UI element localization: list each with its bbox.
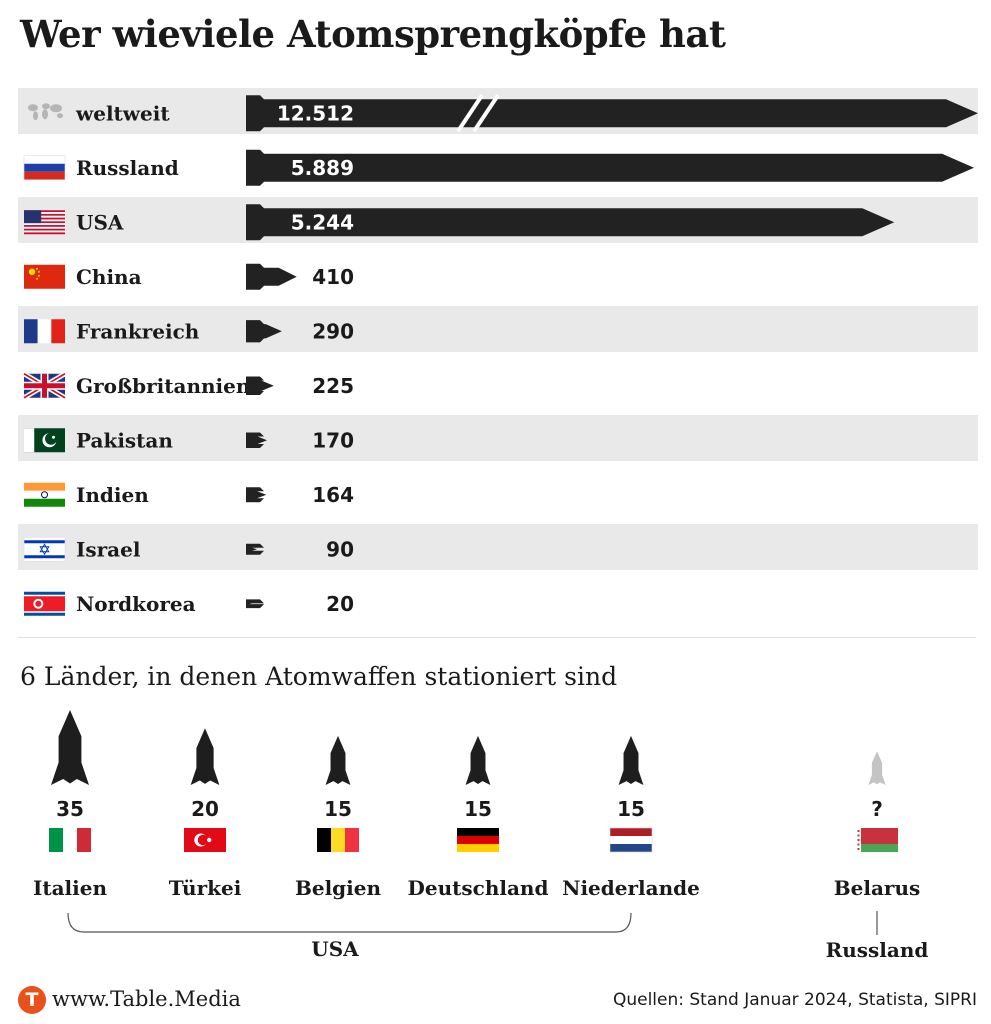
stationed-count: 20 (191, 797, 219, 821)
value-label: 164 (312, 483, 354, 507)
warhead-icon (868, 751, 886, 785)
value-label: 290 (312, 319, 354, 343)
stationed-count: 35 (56, 797, 84, 821)
value-label: 170 (312, 428, 354, 452)
stationed-country-name: Niederlande (562, 876, 700, 900)
usa-bracket (67, 912, 632, 933)
axis-break-mark (456, 94, 500, 133)
stationed-country-name: Türkei (169, 876, 242, 900)
row-label: USA (76, 210, 124, 234)
section-divider (18, 637, 976, 638)
flag-pakistan-icon (24, 428, 65, 453)
owner-russia-label: Russland (826, 938, 929, 962)
warhead-bar (246, 376, 274, 396)
warhead-bar (246, 432, 268, 448)
flag-italy-icon (49, 828, 91, 852)
flag-france-icon (24, 319, 65, 344)
table-media-logo: T (18, 986, 46, 1014)
flag-israel-icon (23, 536, 66, 562)
warhead-bar (246, 599, 264, 609)
row-background (18, 415, 978, 461)
warhead-icon (190, 728, 220, 785)
row-label: China (76, 265, 142, 289)
flag-china-icon (24, 264, 65, 289)
flag-netherlands-icon (609, 827, 653, 853)
flag-turkey-icon (184, 828, 226, 852)
warhead-bar (246, 543, 264, 555)
value-label: 20 (326, 592, 354, 616)
row-label: Russland (76, 156, 179, 180)
footer-source: Quellen: Stand Januar 2024, Statista, SI… (612, 990, 977, 1010)
warhead-bar (246, 263, 297, 290)
warhead-bar (246, 95, 978, 132)
stationed-country-name: Italien (33, 876, 107, 900)
row-label: Israel (76, 537, 141, 561)
warhead-icon (465, 735, 491, 785)
row-background (18, 524, 978, 570)
value-label: 5.889 (291, 156, 354, 180)
flag-russia-icon (23, 155, 66, 181)
warhead-bar (246, 320, 282, 343)
footer-site: www.Table.Media (52, 987, 241, 1011)
stationed-count: 15 (324, 797, 352, 821)
row-background (18, 306, 978, 352)
warhead-bar (246, 149, 974, 186)
value-label: 410 (312, 265, 354, 289)
row-label: Frankreich (76, 319, 200, 343)
warhead-icon (325, 735, 351, 785)
stationed-country-name: Belarus (834, 876, 921, 900)
flag-belarus-icon (856, 828, 898, 852)
flag-belgium-icon (317, 828, 359, 852)
value-label: 12.512 (277, 101, 354, 125)
flag-india-icon (24, 482, 65, 507)
stationed-country-name: Belgien (295, 876, 382, 900)
value-label: 225 (312, 374, 354, 398)
owner-usa-label: USA (311, 937, 359, 961)
stationed-count: 15 (617, 797, 645, 821)
stationed-count: 15 (464, 797, 492, 821)
warhead-bar (246, 487, 267, 503)
warhead-icon (51, 710, 89, 785)
row-label: weltweit (75, 101, 170, 125)
row-label: Großbritannien (76, 374, 251, 398)
warhead-bar-chart: weltweit 12.512 Russland 5.889 USA 5.244 China… (18, 88, 978, 616)
row-label: Nordkorea (76, 592, 196, 616)
warhead-bar (246, 204, 895, 241)
row-label: Pakistan (76, 428, 173, 452)
flag-uk-icon (22, 371, 67, 400)
value-label: 90 (326, 537, 354, 561)
row-label: Indien (76, 483, 149, 507)
value-label: 5.244 (291, 210, 354, 234)
warhead-icon (618, 735, 644, 785)
flag-germany-icon (457, 828, 499, 852)
flag-north-korea-icon (24, 591, 65, 616)
stationed-subtitle: 6 Länder, in denen Atomwaffen stationier… (20, 662, 618, 691)
flag-usa-icon (24, 210, 65, 235)
world-map-icon (28, 103, 63, 121)
chart-title: Wer wieviele Atomsprengköpfe hat (20, 12, 726, 56)
stationed-count: ? (871, 797, 883, 821)
stationed-country-name: Deutschland (408, 876, 549, 900)
